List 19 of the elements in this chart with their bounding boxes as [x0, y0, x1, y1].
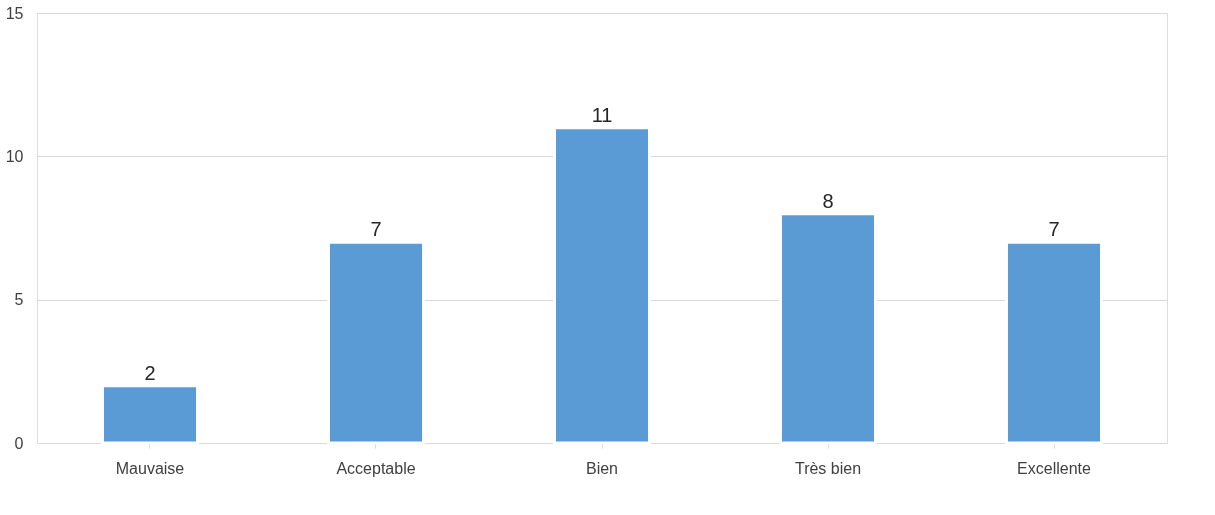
bar: [101, 384, 199, 445]
bar: [327, 240, 425, 445]
bar: [553, 126, 651, 445]
y-tick-label: 10: [5, 147, 24, 165]
data-label: 11: [591, 103, 613, 126]
x-tick-label: Mauvaise: [115, 459, 185, 477]
x-tick-label: Très bien: [794, 459, 862, 477]
y-tick-label: 15: [5, 4, 24, 22]
bar: [1005, 240, 1103, 445]
data-label: 7: [370, 218, 382, 241]
y-tick-label: 5: [14, 291, 24, 309]
y-tick-label: 0: [14, 434, 24, 452]
data-label: 2: [144, 361, 156, 384]
x-tick-label: Excellente: [1017, 459, 1092, 477]
x-tick-label: Acceptable: [336, 459, 416, 477]
bar: [779, 212, 877, 445]
data-label: 7: [1048, 218, 1060, 241]
x-tick-label: Bien: [585, 459, 619, 477]
data-label: 8: [822, 189, 834, 212]
